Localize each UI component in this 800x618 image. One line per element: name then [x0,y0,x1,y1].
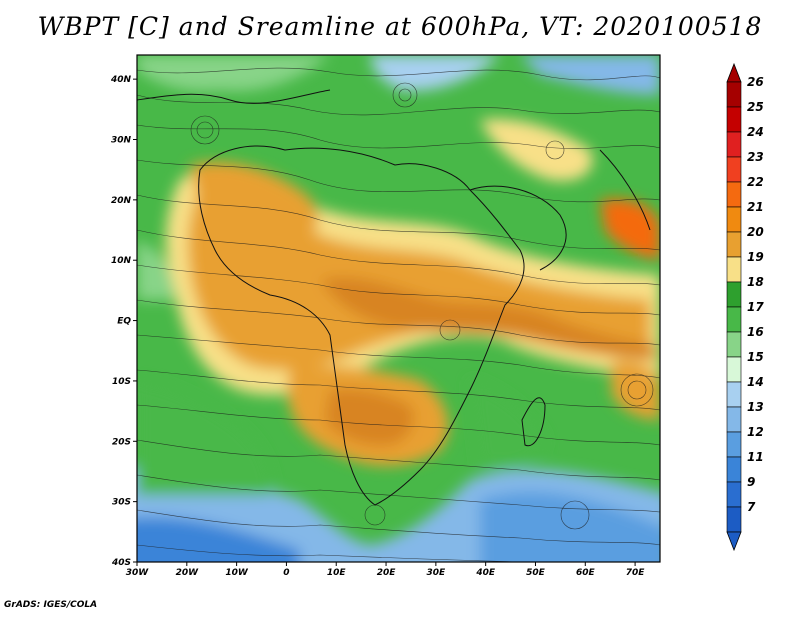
lat-tick-label: 10N [111,256,132,266]
colorbar-label: 17 [747,300,764,314]
lat-tick-label: 30N [111,136,132,146]
plot-frame [136,54,661,563]
colorbar-swatch [726,481,742,508]
colorbar-label: 11 [747,450,764,464]
streamlines [137,67,660,562]
colorbar-label: 7 [747,500,756,514]
colorbar-swatch [726,331,742,358]
colorbar-label: 13 [747,400,764,414]
lon-tick-label: 40E [475,568,496,578]
lat-tick-label: EQ [117,317,131,327]
lon-tick-label: 20W [176,568,200,578]
lon-tick-label: 70E [626,568,646,578]
colorbar-label: 25 [747,100,764,114]
lat-tick-label: 30S [112,498,131,508]
colorbar-label: 24 [747,125,764,139]
lat-tick-label: 20S [112,437,131,447]
colorbar-swatch [726,131,742,158]
colorbar-swatch [726,106,742,133]
chart-title: WBPT [C] and Sreamline at 600hPa, VT: 20… [37,12,763,41]
lat-tick-label: 10S [112,377,131,387]
colorbar-top-arrow [726,62,742,83]
colorbar-swatch [726,431,742,458]
colorbar-label: 18 [747,275,764,289]
wbpt-shaded-field [137,55,660,562]
colorbar-label: 9 [747,475,755,489]
colorbar-label: 14 [747,375,764,389]
latitude-axis: 40N 30N 20N 10N EQ 10S 20S 30S 40S [110,75,137,568]
coastlines [137,89,651,506]
colorbar-swatch [726,256,742,283]
colorbar-label: 22 [747,175,764,189]
colorbar-swatch [726,456,742,483]
colorbar-swatch [726,156,742,183]
longitude-axis: 30W 20W 10W 0 10E 20E 30E 40E 50E 60E 70E [126,562,646,578]
colorbar-label: 15 [747,350,764,364]
colorbar-label: 12 [747,425,764,439]
colorbar-label: 20 [747,225,764,239]
colorbar-swatch [726,356,742,383]
colorbar-swatch [726,206,742,233]
lon-tick-label: 30E [427,568,447,578]
colorbar-swatch [726,181,742,208]
lon-tick-label: 20E [377,568,397,578]
colorbar-swatch [726,281,742,308]
colorbar-label: 23 [747,150,764,164]
colorbar-swatch [726,381,742,408]
lat-tick-label: 20N [111,196,132,206]
colorbar-swatch [726,81,742,108]
colorbar: 26 25 24 23 22 21 20 19 18 17 16 15 14 13 12 11 9 7 [726,62,764,552]
colorbar-label: 19 [747,250,764,264]
grads-credit: GrADS: IGES/COLA [4,600,98,610]
colorbar-swatch [726,506,742,533]
lon-tick-label: 10E [327,568,347,578]
lat-tick-label: 40S [111,558,131,568]
colorbar-swatch [726,406,742,433]
lon-tick-label: 0 [283,568,289,578]
colorbar-label: 16 [747,325,764,339]
lon-tick-label: 10W [225,568,249,578]
lon-tick-label: 50E [526,568,546,578]
colorbar-label: 26 [747,75,764,89]
lat-tick-label: 40N [110,75,132,85]
colorbar-swatch [726,306,742,333]
colorbar-swatch [726,231,742,258]
lon-tick-label: 60E [576,568,596,578]
colorbar-bottom-arrow [726,531,742,552]
lon-tick-label: 30W [126,568,150,578]
colorbar-label: 21 [747,200,764,214]
